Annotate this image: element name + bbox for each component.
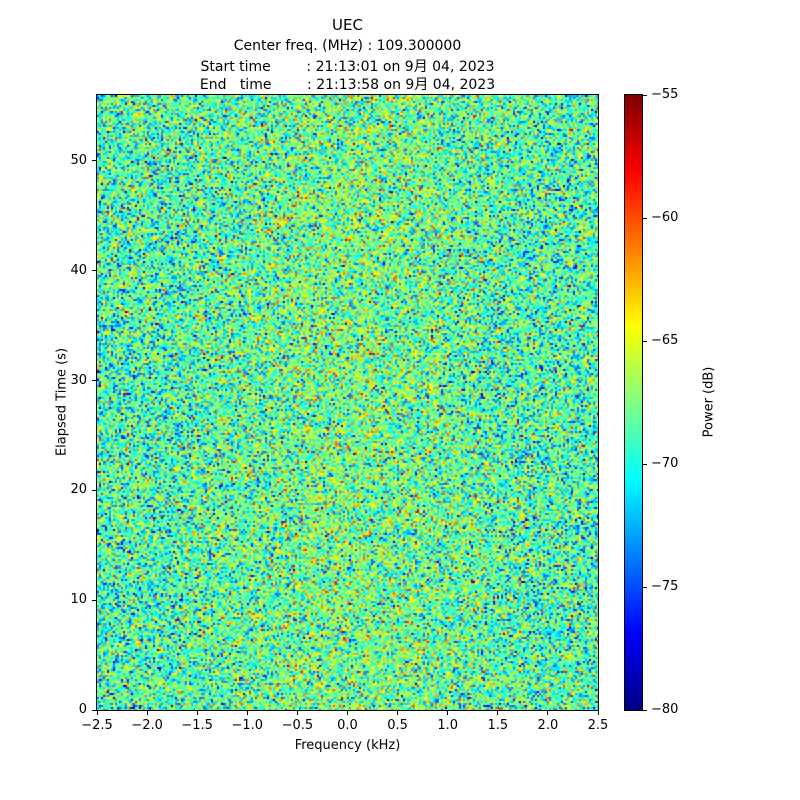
spectrogram-heatmap — [96, 94, 599, 711]
y-axis-label: Elapsed Time (s) — [54, 347, 70, 457]
colorbar-tick-mark — [643, 217, 647, 219]
x-tick-label: 2.5 — [587, 718, 609, 733]
y-tick-label: 0 — [78, 702, 87, 717]
colorbar-label: Power (dB) — [701, 366, 717, 438]
y-tick-label: 50 — [70, 152, 87, 168]
x-tick-label: 1.0 — [437, 718, 459, 733]
colorbar-tick-label: −75 — [651, 579, 679, 594]
x-tick-mark — [96, 711, 98, 715]
x-tick-mark — [196, 711, 198, 715]
x-tick-mark — [597, 711, 599, 715]
colorbar-tick-mark — [643, 586, 647, 588]
start-time-line: Start time : 21:13:01 on 9月 04, 2023 — [200, 59, 495, 75]
colorbar-tick-mark — [643, 463, 647, 465]
x-tick-mark — [296, 711, 298, 715]
y-tick-mark — [92, 599, 96, 601]
x-tick-label: −0.5 — [281, 718, 314, 733]
colorbar-tick-label: −70 — [651, 456, 679, 471]
x-tick-mark — [547, 711, 549, 715]
y-tick-mark — [92, 709, 96, 711]
y-tick-mark — [92, 160, 96, 162]
y-tick-label: 30 — [70, 372, 87, 388]
colorbar-tick-mark — [643, 94, 647, 96]
colorbar-tick-label: −60 — [651, 210, 679, 225]
x-tick-mark — [447, 711, 449, 715]
y-tick-mark — [92, 270, 96, 272]
y-tick-mark — [92, 380, 96, 382]
y-tick-label: 10 — [70, 592, 87, 608]
colorbar-tick-label: −80 — [651, 702, 679, 717]
x-tick-label: 0.0 — [337, 718, 358, 733]
x-tick-label: 0.5 — [387, 718, 408, 733]
x-tick-label: −1.0 — [231, 718, 264, 733]
x-tick-mark — [497, 711, 499, 715]
x-tick-label: −2.0 — [131, 718, 163, 733]
x-tick-mark — [146, 711, 148, 715]
x-tick-label: 2.0 — [537, 718, 559, 733]
x-tick-label: −1.5 — [181, 718, 213, 733]
colorbar-tick-label: −65 — [651, 333, 679, 348]
x-tick-label: −2.5 — [81, 718, 113, 733]
x-tick-mark — [397, 711, 399, 715]
colorbar-tick-mark — [643, 340, 647, 342]
y-tick-label: 40 — [70, 262, 87, 278]
y-tick-label: 20 — [70, 482, 87, 498]
x-axis-label: Frequency (kHz) — [294, 738, 401, 753]
colorbar-gradient — [624, 94, 643, 711]
chart-title: UEC — [332, 16, 363, 34]
end-time-line: End time : 21:13:58 on 9月 04, 2023 — [199, 77, 496, 93]
x-tick-mark — [347, 711, 348, 715]
y-tick-mark — [92, 489, 96, 491]
x-tick-mark — [246, 711, 248, 715]
colorbar-tick-mark — [643, 709, 647, 711]
x-tick-label: 1.5 — [487, 718, 509, 733]
center-freq-line: Center freq. (MHz) : 109.300000 — [233, 38, 462, 54]
colorbar-tick-label: −55 — [651, 87, 679, 102]
